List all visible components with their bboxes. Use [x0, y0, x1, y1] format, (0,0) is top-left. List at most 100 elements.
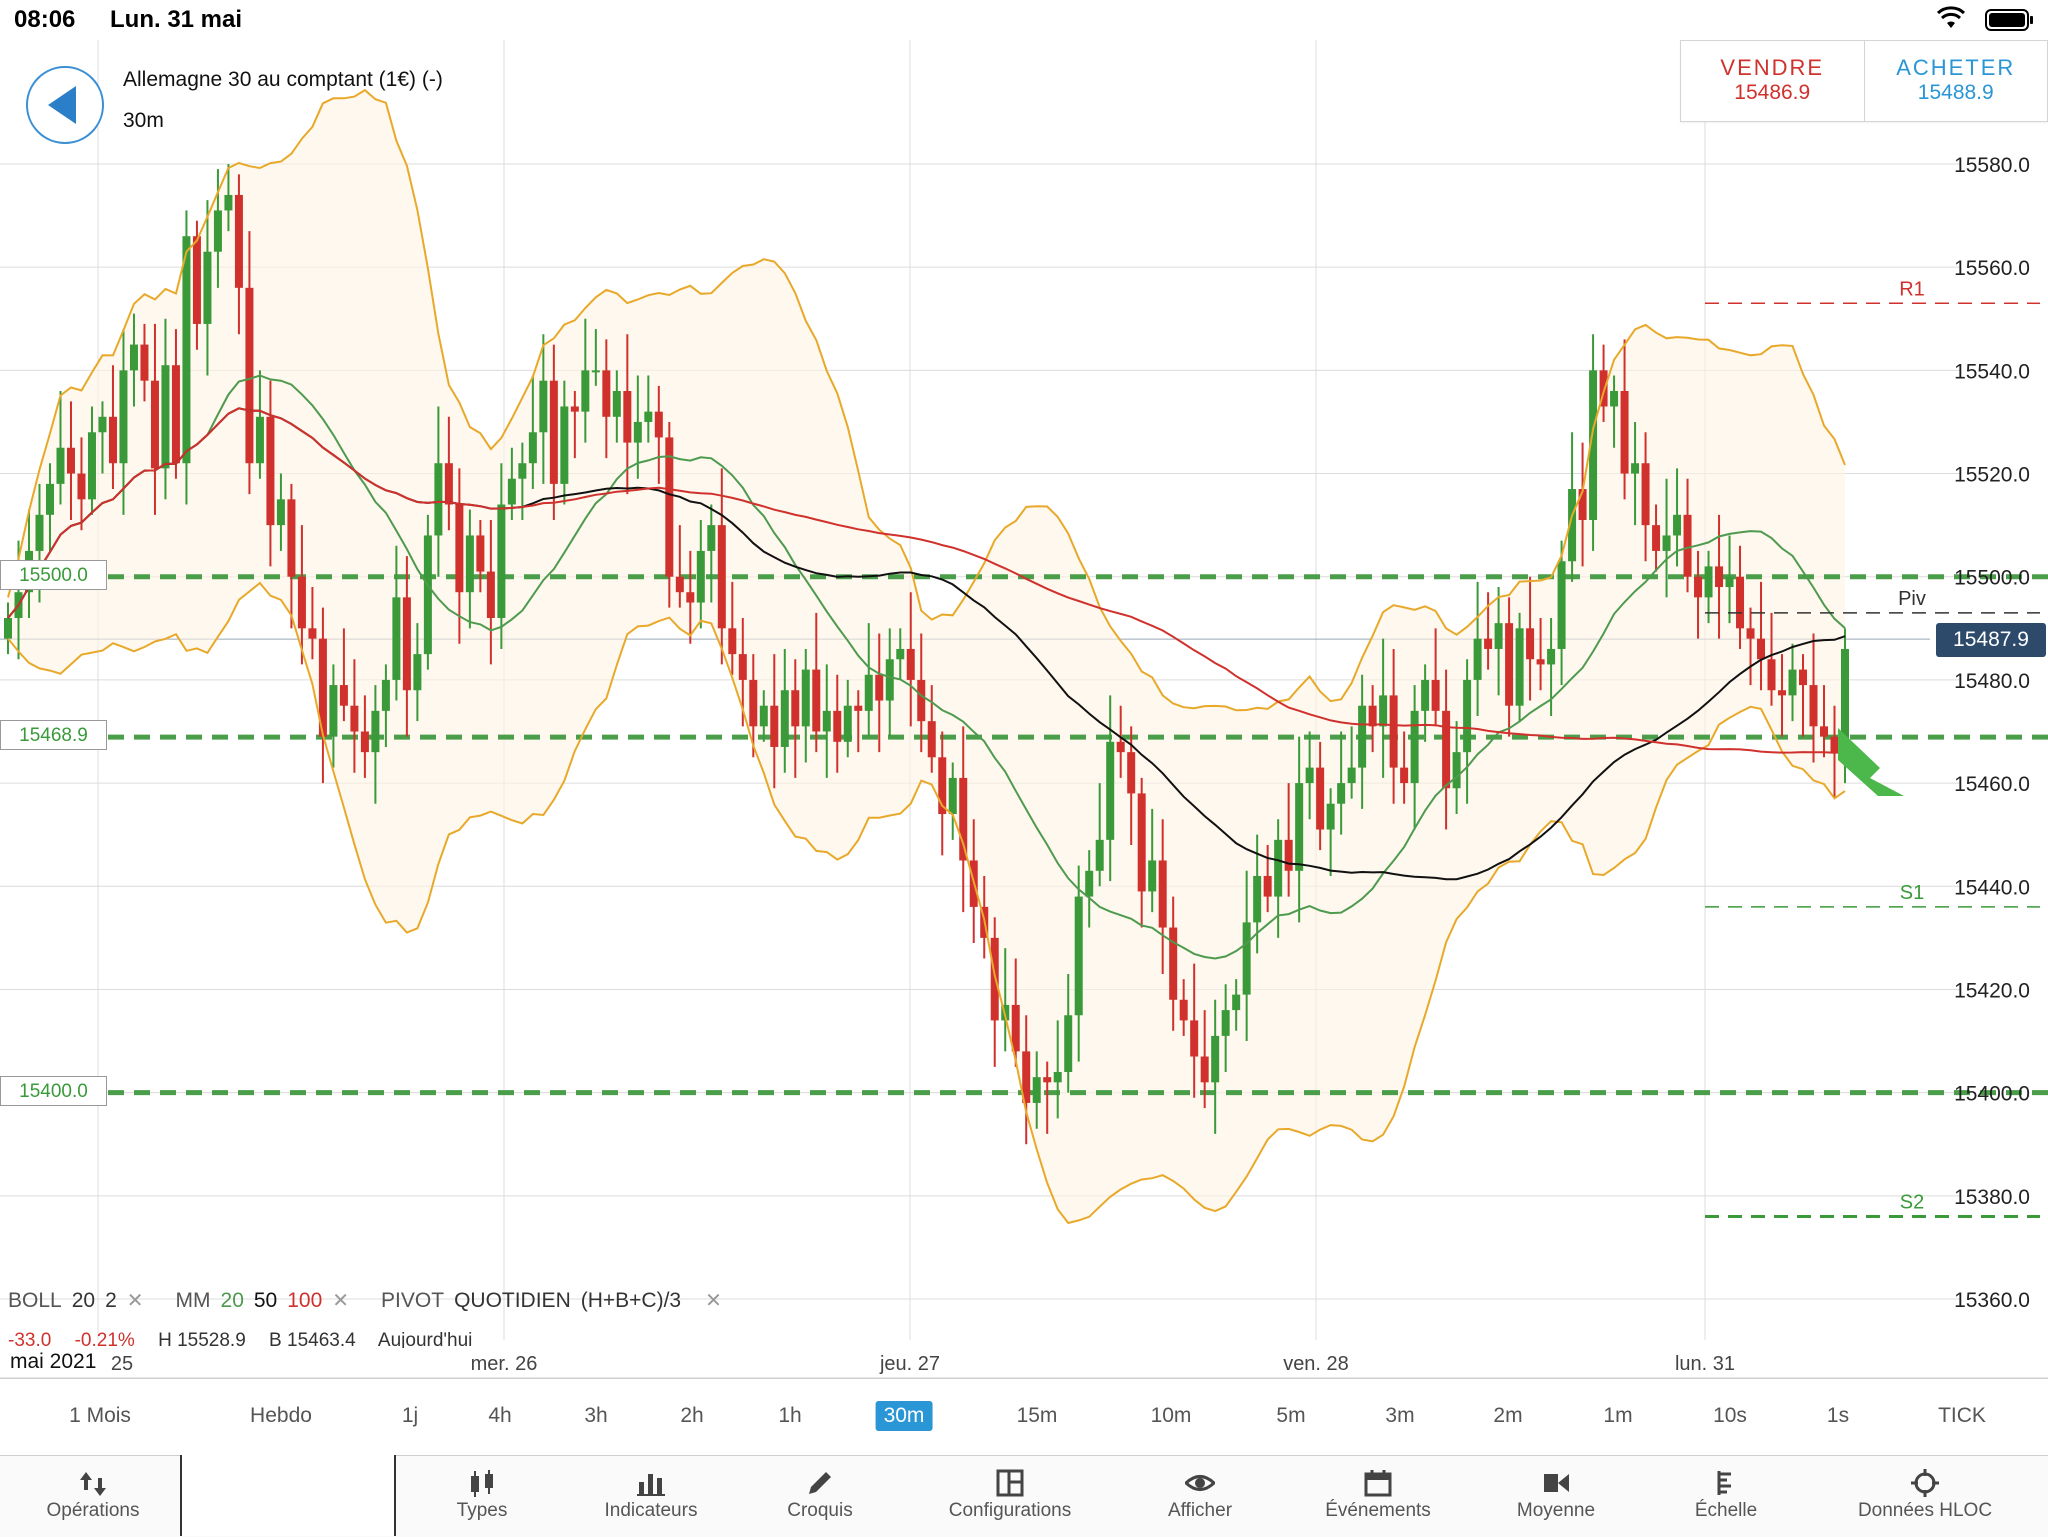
- back-arrow-icon: [48, 86, 76, 124]
- bollinger-band: [8, 90, 1845, 1224]
- battery-icon: [1985, 8, 2035, 37]
- sell-button[interactable]: VENDRE 15486.9: [1681, 41, 1864, 121]
- candle-body: [308, 628, 317, 639]
- candle-body: [1820, 726, 1829, 737]
- level-tag-1[interactable]: 15500.0: [0, 560, 107, 590]
- timeframe-tick[interactable]: TICK: [1938, 1404, 1986, 1427]
- back-button[interactable]: [26, 66, 104, 144]
- toolbar-données-hloc[interactable]: Données HLOC: [1835, 1456, 2015, 1537]
- bars-icon: [637, 1474, 665, 1496]
- toolbar-événements[interactable]: Événements: [1288, 1456, 1468, 1537]
- candle-body: [444, 463, 453, 505]
- close-icon[interactable]: ✕: [332, 1290, 350, 1312]
- candle-body: [812, 669, 821, 732]
- candle-body: [927, 721, 936, 758]
- candle-body: [1116, 741, 1125, 753]
- candle-body: [591, 370, 600, 373]
- pivot-type: QUOTIDIEN: [454, 1288, 571, 1312]
- candle-body: [1431, 679, 1440, 711]
- candle-body: [1568, 489, 1577, 562]
- candle-body: [245, 287, 254, 464]
- candle-body: [476, 535, 485, 572]
- candle-body: [234, 194, 243, 288]
- close-icon[interactable]: ✕: [126, 1290, 144, 1312]
- green-arrow-icon: [1838, 728, 1904, 796]
- toolbar-croquis[interactable]: Croquis: [730, 1456, 910, 1537]
- candle-body: [1704, 566, 1713, 598]
- toolbar-afficher[interactable]: Afficher: [1110, 1456, 1290, 1537]
- timeframe-3h[interactable]: 3h: [584, 1404, 608, 1427]
- candle-body: [1179, 999, 1188, 1021]
- timeframe-1s[interactable]: 1s: [1826, 1404, 1850, 1427]
- candle-body: [192, 236, 201, 324]
- toolbar-indicateurs[interactable]: Indicateurs: [561, 1456, 741, 1537]
- timeframe-2m[interactable]: 2m: [1493, 1404, 1523, 1427]
- toolbar-label: Afficher: [1167, 1500, 1233, 1521]
- close-icon[interactable]: ✕: [705, 1290, 722, 1312]
- toolbar-types[interactable]: Types: [392, 1456, 572, 1537]
- level-tag-2[interactable]: 15468.9: [0, 720, 107, 750]
- candle-body: [696, 550, 705, 603]
- timeframe-hebdo[interactable]: Hebdo: [250, 1404, 312, 1427]
- candle-body: [1746, 628, 1755, 639]
- timeframe-15m[interactable]: 15m: [1016, 1404, 1058, 1427]
- candle-body: [1169, 927, 1178, 1000]
- timeframe-30m[interactable]: 30m: [875, 1401, 933, 1431]
- buy-button[interactable]: ACHETER 15488.9: [1863, 41, 2048, 121]
- ohlc-high: H 15528.9: [158, 1330, 246, 1348]
- candle-body: [528, 432, 537, 464]
- candle-body: [507, 478, 516, 505]
- time-axis-label: 25: [111, 1353, 133, 1375]
- legend-mm[interactable]: MM 20 50 100 ✕: [176, 1288, 360, 1313]
- mm-name: MM: [175, 1288, 211, 1312]
- candle-body: [1725, 576, 1734, 588]
- time-axis: 25 mer. 26 jeu. 27 ven. 28 lun. 31: [0, 1353, 2048, 1378]
- candle-body: [1515, 628, 1524, 706]
- candle-body: [1631, 463, 1640, 474]
- candle-body: [171, 365, 180, 464]
- toolbar-échelle[interactable]: Échelle: [1636, 1456, 1816, 1537]
- toolbar-label: Opérations: [46, 1500, 140, 1521]
- price-axis-label: 15480.0: [1954, 670, 2030, 693]
- timeframe-2h[interactable]: 2h: [680, 1404, 704, 1427]
- toolbar-moyenne[interactable]: Moyenne: [1466, 1456, 1646, 1537]
- price-axis-label: 15420.0: [1954, 979, 2030, 1002]
- toolbar-label: Événements: [1325, 1500, 1431, 1521]
- current-price-tag: 15487.9: [1936, 623, 2046, 657]
- candle-body: [875, 674, 884, 701]
- boll-period: 20: [71, 1288, 96, 1312]
- timeframe-4h[interactable]: 4h: [488, 1404, 512, 1427]
- candle-body: [1778, 690, 1787, 696]
- candle-body: [780, 690, 789, 747]
- candle-body: [1022, 1051, 1031, 1103]
- candle-body: [1074, 896, 1083, 1016]
- candle-body: [318, 638, 327, 737]
- candle-body: [455, 504, 464, 593]
- level-tag-3[interactable]: 15400.0: [0, 1076, 107, 1106]
- timeframe-1m[interactable]: 1m: [1603, 1404, 1633, 1427]
- candle-body: [203, 251, 212, 324]
- timeframe-1h[interactable]: 1h: [778, 1404, 802, 1427]
- timeframe-5m[interactable]: 5m: [1276, 1404, 1306, 1427]
- candle-body: [224, 194, 233, 211]
- toolbar-configurations[interactable]: Configurations: [920, 1456, 1100, 1537]
- legend-pivot[interactable]: PIVOT QUOTIDIEN (H+B+C)/3 ✕: [381, 1288, 732, 1313]
- candle-body: [1494, 623, 1503, 649]
- time-axis-label: lun. 31: [1675, 1353, 1735, 1375]
- candle-body: [1526, 628, 1535, 660]
- legend-boll[interactable]: BOLL 20 2 ✕: [8, 1288, 154, 1313]
- pencil-icon: [809, 1472, 831, 1494]
- candle-body: [1536, 659, 1545, 665]
- timeframe-10m[interactable]: 10m: [1150, 1404, 1192, 1427]
- toolbar-label: Configurations: [948, 1500, 1072, 1521]
- candle-body: [1830, 736, 1839, 753]
- timeframe-3m[interactable]: 3m: [1385, 1404, 1415, 1427]
- candle-body: [581, 370, 590, 412]
- timeframe-10s[interactable]: 10s: [1713, 1404, 1747, 1427]
- toolbar-opérations[interactable]: Opérations: [3, 1456, 183, 1537]
- candle-body: [339, 685, 348, 706]
- candle-body: [1389, 695, 1398, 768]
- timeframe-1j[interactable]: 1j: [401, 1404, 419, 1427]
- timeframe-1-mois[interactable]: 1 Mois: [69, 1404, 131, 1427]
